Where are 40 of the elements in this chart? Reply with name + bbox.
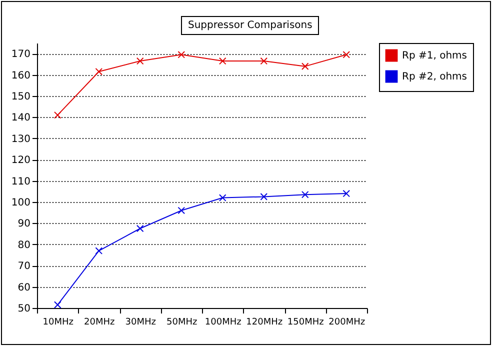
point xyxy=(95,247,103,254)
x-tick-label: 120MHz xyxy=(246,318,283,328)
point xyxy=(260,57,268,65)
point xyxy=(54,111,62,119)
point xyxy=(178,206,186,214)
y-tick-label: 130 xyxy=(11,134,30,145)
point xyxy=(342,51,350,58)
point xyxy=(95,68,103,76)
point xyxy=(301,62,309,70)
y-tick-label: 80 xyxy=(18,240,30,251)
y-tick-label: 150 xyxy=(11,92,30,102)
point xyxy=(260,193,268,200)
y-tick-label: 90 xyxy=(18,218,30,230)
y-tick-label: 70 xyxy=(18,261,30,272)
y-tick-label: 140 xyxy=(11,112,30,124)
y-tick-label: 50 xyxy=(18,304,30,314)
x-tick-label: 20MHz xyxy=(84,318,115,328)
x-tick-label: 200MHz xyxy=(328,318,366,328)
x-tick-label: 10MHz xyxy=(42,318,74,328)
point xyxy=(178,51,186,58)
y-tick-label: 110 xyxy=(11,176,30,188)
y-tick-label: 60 xyxy=(18,282,30,294)
chart-title: Suppressor Comparisons xyxy=(181,16,320,35)
point xyxy=(136,57,144,65)
legend-label: Rp #1, ohms xyxy=(402,50,467,62)
legend-label: Rp #2, ohms xyxy=(402,72,467,82)
x-tick-label: 30MHz xyxy=(125,318,156,328)
point xyxy=(342,190,350,198)
x-tick-label: 150MHz xyxy=(287,318,324,328)
y-tick-label: 170 xyxy=(11,49,30,60)
y-tick-label: 120 xyxy=(11,155,30,166)
point xyxy=(301,190,309,198)
x-tick-label: 100MHz xyxy=(204,318,242,328)
point xyxy=(136,224,144,232)
point xyxy=(218,57,226,65)
point xyxy=(218,194,226,202)
y-tick-label: 100 xyxy=(11,198,30,208)
point xyxy=(54,301,62,308)
x-tick-label: 50MHz xyxy=(166,318,198,328)
y-tick-label: 160 xyxy=(11,70,30,82)
